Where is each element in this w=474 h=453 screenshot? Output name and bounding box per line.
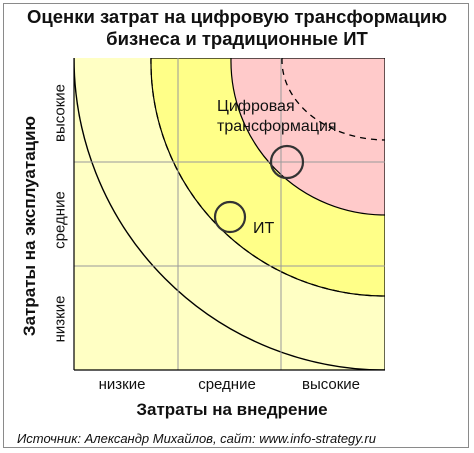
- it-label: ИТ: [253, 220, 275, 237]
- digital-transformation-marker: [269, 144, 305, 180]
- title-line-1: Оценки затрат на цифровую трансформацию: [26, 6, 448, 27]
- digital-transformation-label-1: Цифровая: [217, 98, 295, 115]
- it-marker: [213, 200, 247, 234]
- y-tick-low: низкие: [51, 295, 69, 343]
- x-tick-low: низкие: [98, 376, 146, 393]
- source-caption: Источник: Александр Михайлов, сайт: www.…: [17, 431, 376, 446]
- x-tick-high: высокие: [301, 376, 361, 393]
- y-tick-high: высокие: [51, 83, 69, 143]
- x-axis-label: Затраты на внедрение: [136, 400, 328, 419]
- inner-zone: [230, 58, 385, 216]
- digital-transformation-label-2: трансформация: [217, 118, 337, 135]
- y-axis-label: Затраты на эксплуатацию: [20, 115, 39, 337]
- x-tick-medium: средние: [198, 376, 256, 393]
- y-tick-medium: средние: [51, 191, 69, 249]
- outer-boundary-line: [74, 58, 385, 370]
- title-line-2: бизнеса и традиционные ИТ: [106, 28, 368, 49]
- inner-dashed-boundary: [281, 58, 385, 141]
- diagram-title: Оценки затрат на цифровую трансформацию …: [0, 6, 474, 50]
